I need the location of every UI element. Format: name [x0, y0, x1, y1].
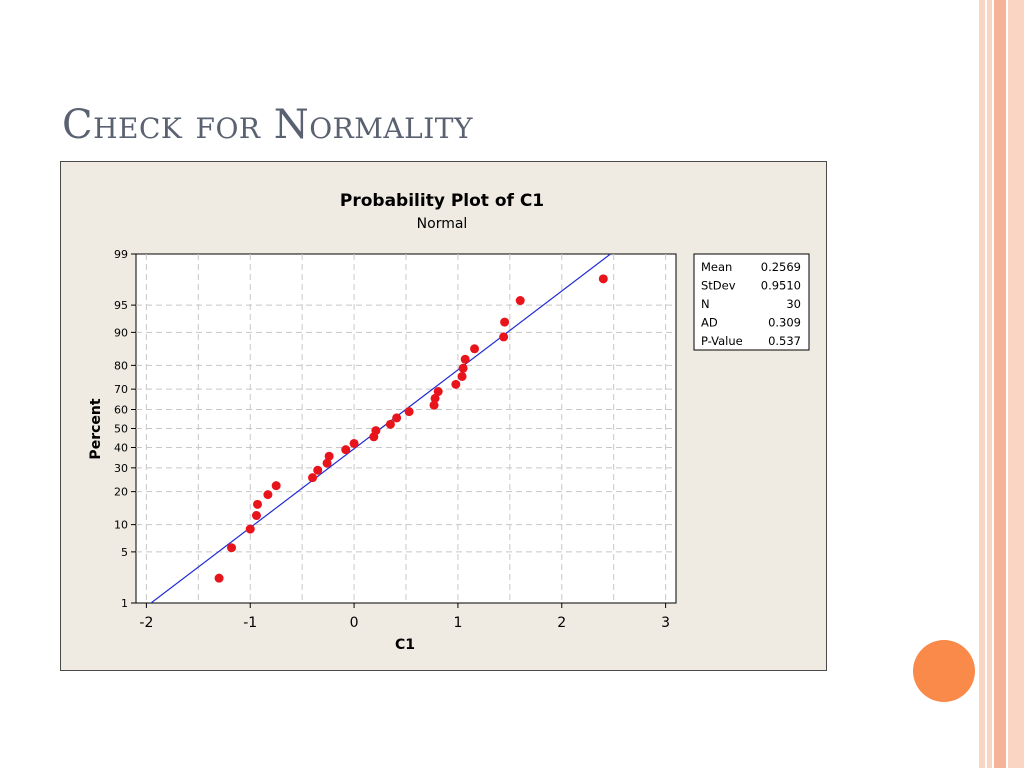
- data-point: [429, 400, 439, 410]
- data-point: [457, 371, 467, 381]
- grid-lines: [136, 254, 676, 603]
- data-point: [253, 499, 262, 509]
- decor-orange-circle: [913, 640, 975, 702]
- data-points: [214, 274, 608, 583]
- y-tick-label: 99: [114, 248, 128, 261]
- y-tick-label: 20: [114, 486, 128, 499]
- stats-label: Mean: [701, 260, 732, 274]
- y-tick-label: 90: [114, 326, 128, 339]
- y-tick-label: 40: [114, 442, 128, 455]
- y-tick-label: 50: [114, 423, 128, 436]
- y-tick-label: 70: [114, 383, 128, 396]
- stats-label: StDev: [701, 279, 736, 293]
- x-tick-label: -2: [139, 615, 153, 631]
- decor-stripe-4: [1008, 0, 1024, 768]
- data-point: [598, 274, 608, 284]
- decor-stripe-2: [987, 0, 992, 768]
- data-point: [263, 490, 273, 500]
- data-point: [451, 379, 461, 389]
- x-tick-label: -1: [243, 615, 257, 631]
- data-point: [251, 511, 261, 521]
- data-point: [500, 317, 510, 327]
- data-point: [322, 458, 332, 468]
- decor-stripe-1: [979, 0, 985, 768]
- y-axis-ticks: 1 5 10 20 30 40 50 60 70 80 90 95 99: [114, 248, 136, 610]
- stats-label: AD: [701, 316, 718, 330]
- x-tick-label: 0: [350, 615, 359, 631]
- data-point: [499, 332, 509, 342]
- stats-value: 30: [786, 297, 801, 311]
- chart-title: Probability Plot of C1: [340, 191, 544, 211]
- probability-plot: Probability Plot of C1 Normal -2 -1 0 1 2 3 1…: [88, 191, 810, 653]
- data-point: [324, 451, 334, 461]
- probability-plot-panel: Probability Plot of C1 Normal -2 -1 0 1 2 3 1…: [60, 161, 827, 671]
- stats-value: 0.2569: [761, 260, 801, 274]
- data-point: [214, 573, 224, 583]
- data-point: [341, 445, 351, 455]
- data-point: [227, 543, 237, 553]
- stats-label: N: [701, 297, 710, 311]
- data-point: [404, 407, 414, 417]
- stats-value: 0.9510: [761, 279, 801, 293]
- y-tick-label: 30: [114, 462, 128, 475]
- data-point: [308, 473, 318, 483]
- y-tick-label: 95: [114, 299, 128, 312]
- data-point: [245, 524, 255, 534]
- data-point: [433, 387, 443, 397]
- data-point: [470, 344, 480, 354]
- data-point: [460, 354, 470, 364]
- stats-box: Mean 0.2569 StDev 0.9510 N 30 AD 0.309 P-Value 0.…: [693, 253, 810, 351]
- data-point: [458, 363, 468, 373]
- y-tick-label: 10: [114, 519, 128, 532]
- data-point: [392, 413, 402, 423]
- x-tick-label: 2: [557, 615, 566, 631]
- x-axis-ticks: -2 -1 0 1 2 3: [139, 603, 670, 631]
- data-point: [271, 481, 281, 491]
- y-axis-label: Percent: [88, 398, 104, 459]
- data-point: [349, 438, 359, 448]
- x-tick-label: 1: [453, 615, 462, 631]
- decor-stripe-3: [994, 0, 1006, 768]
- y-tick-label: 1: [121, 597, 128, 610]
- x-axis-label: C1: [395, 637, 415, 653]
- data-point: [371, 426, 381, 436]
- y-tick-label: 80: [114, 359, 128, 372]
- stats-label: P-Value: [701, 334, 743, 348]
- data-point: [385, 419, 395, 429]
- chart-subtitle: Normal: [417, 216, 468, 232]
- data-point: [515, 296, 525, 306]
- data-point: [313, 465, 323, 475]
- data-point: [430, 393, 440, 403]
- stats-value: 0.309: [768, 316, 801, 330]
- stats-value: 0.537: [768, 334, 801, 348]
- slide-title: Check for Normality: [62, 102, 473, 148]
- y-tick-label: 60: [114, 403, 128, 416]
- x-tick-label: 3: [661, 615, 670, 631]
- y-tick-label: 5: [121, 546, 128, 559]
